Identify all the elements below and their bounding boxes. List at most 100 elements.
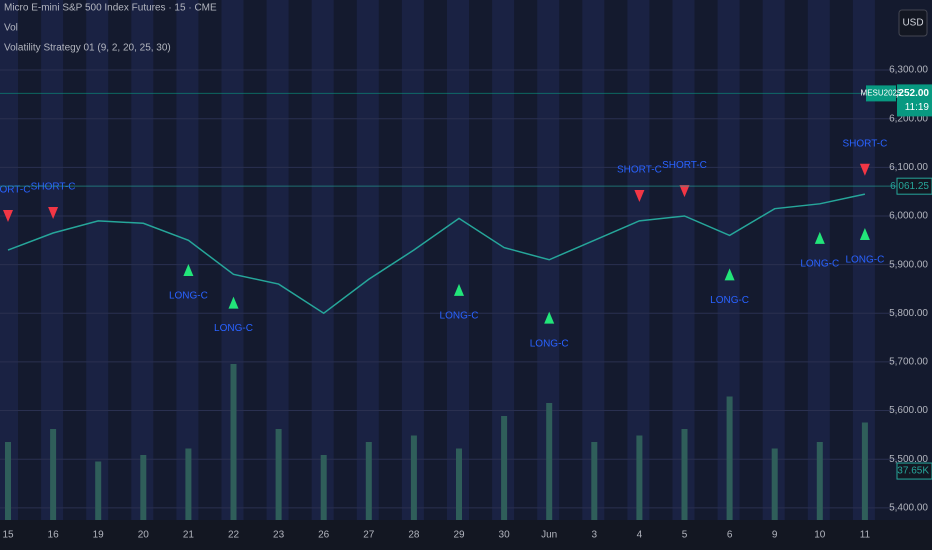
signal-label: LONG-C [214, 323, 253, 334]
x-tick-label: 11 [860, 530, 871, 541]
x-tick-label: 4 [637, 530, 643, 541]
symbol-tag-label: MESU2025 [861, 89, 902, 98]
volume-bar [591, 442, 598, 520]
signal-label: SHORT-C [0, 185, 30, 196]
volume-bar [50, 429, 57, 520]
price-tag-time: 11:19 [905, 102, 930, 113]
session-band [582, 0, 605, 520]
signal-label: SHORT-C [31, 182, 76, 193]
session-band [401, 0, 424, 520]
short-signal [3, 209, 13, 222]
session-band [717, 0, 740, 520]
indicator-name: Volatility Strategy 01 (9, 2, 20, 25, 30… [4, 43, 171, 54]
signal-label: LONG-C [845, 255, 884, 266]
session-band [311, 0, 334, 520]
chart-title: Micro E-mini S&P 500 Index Futures · 15 … [4, 3, 217, 14]
price-tag [896, 177, 932, 195]
y-tick-label: 5,500.00 [889, 454, 928, 465]
signal-label: SHORT-C [617, 165, 662, 176]
signal-label: SHORT-C [662, 160, 707, 171]
session-band [672, 0, 695, 520]
x-tick-label: 26 [318, 530, 330, 541]
y-tick-label: 6,200.00 [889, 113, 928, 124]
volume-bar [140, 455, 147, 520]
x-tick-label: 23 [273, 530, 285, 541]
session-band [852, 0, 875, 520]
volume-bar [636, 435, 643, 520]
x-tick-label: 27 [363, 530, 375, 541]
x-tick-label: 20 [138, 530, 150, 541]
session-band [41, 0, 64, 520]
x-tick-label: 15 [2, 530, 14, 541]
volume-bar [546, 403, 553, 520]
volume-bar [275, 429, 282, 520]
signal-label: LONG-C [440, 311, 479, 322]
currency[interactable]: USD [902, 18, 923, 29]
x-tick-label: 19 [93, 530, 105, 541]
signal-label: SHORT-C [842, 138, 887, 149]
y-tick-label: 6,100.00 [889, 162, 928, 173]
x-tick-label: 30 [499, 530, 511, 541]
x-tick-label: 16 [48, 530, 60, 541]
session-band [492, 0, 515, 520]
y-tick-label: 5,900.00 [889, 259, 928, 270]
time-axis [0, 520, 932, 550]
volume-bar [185, 448, 192, 520]
symbol-tag [866, 85, 896, 102]
volume-bar [816, 442, 823, 520]
y-tick-label: 5,400.00 [889, 502, 928, 513]
session-band [807, 0, 830, 520]
x-tick-label: 29 [453, 530, 465, 541]
volume-bar [861, 422, 868, 520]
y-tick-label: 5,600.00 [889, 405, 928, 416]
session-band [627, 0, 650, 520]
y-tick-label: 6,300.00 [889, 65, 928, 76]
x-tick-label: 21 [183, 530, 195, 541]
short-signal [634, 190, 645, 203]
session-band [356, 0, 379, 520]
volume-bar [771, 448, 778, 520]
long-signal [183, 263, 194, 276]
x-tick-label: 22 [228, 530, 240, 541]
session-band [131, 0, 154, 520]
volume-bar [501, 416, 508, 520]
session-band [0, 0, 18, 520]
volume-tag [896, 462, 932, 480]
long-signal [454, 283, 464, 296]
volume-tag-label: 37.65K [897, 466, 929, 477]
x-tick-label: 9 [772, 530, 778, 541]
currency-button[interactable] [898, 9, 928, 37]
volume-bar [681, 429, 688, 520]
signal-label: LONG-C [530, 338, 569, 349]
price-line [7, 193, 866, 315]
short-signal [48, 207, 59, 220]
session-band [447, 0, 469, 520]
volume-bar [230, 364, 237, 520]
signal-label: LONG-C [710, 295, 749, 306]
volume-bar [410, 435, 417, 520]
volume-bar [726, 396, 733, 520]
volume-bar [365, 442, 372, 520]
price-tag-label: 6,061.25 [890, 181, 929, 192]
session-band [221, 0, 244, 520]
session-band [86, 0, 109, 520]
long-signal [724, 268, 735, 281]
long-signal [859, 227, 870, 240]
x-tick-label: 10 [814, 530, 826, 541]
y-tick-label: 5,800.00 [889, 308, 928, 319]
long-signal [228, 296, 239, 309]
signal-label: LONG-C [800, 259, 839, 270]
long-signal [544, 311, 555, 324]
price-tag [897, 84, 932, 117]
y-tick-label: 6,000.00 [889, 211, 928, 222]
x-tick-label: 6 [727, 530, 733, 541]
volume-bar [95, 461, 102, 520]
session-band [176, 0, 199, 520]
short-signal [679, 185, 690, 198]
price-tag-label: 6,252.00 [890, 88, 929, 99]
subtitle: Vol [4, 23, 18, 34]
signal-label: LONG-C [169, 291, 208, 302]
session-band [762, 0, 785, 520]
y-tick-label: 5,700.00 [889, 357, 928, 368]
